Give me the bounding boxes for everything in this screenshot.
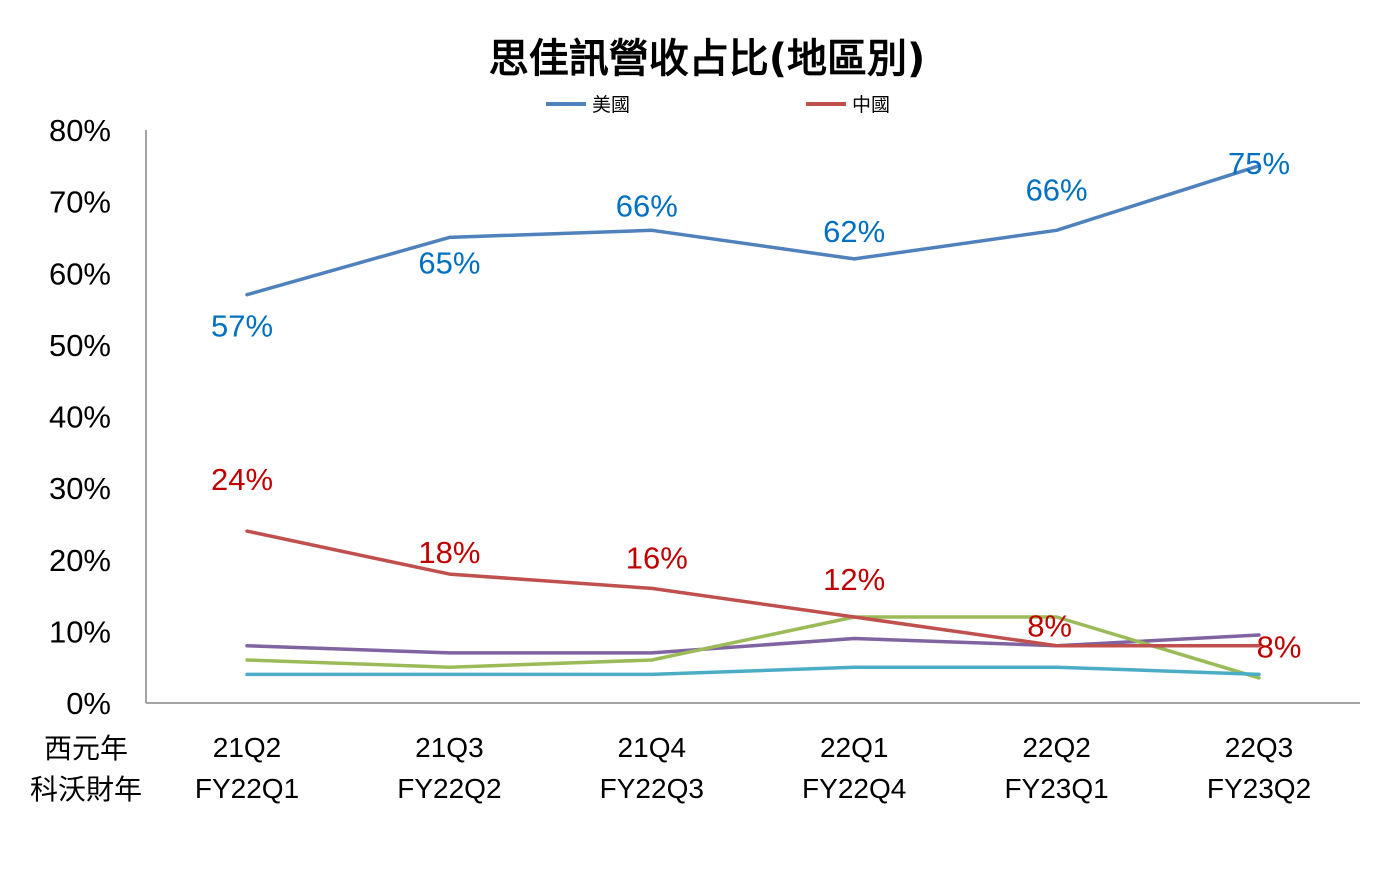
axes <box>145 130 1360 704</box>
series-line-3 <box>245 615 1261 680</box>
series-line-1 <box>245 529 1261 648</box>
x-row-label-fiscal: 科沃財年 <box>30 773 142 806</box>
x-tick-label-fiscal: FY23Q2 <box>1207 773 1311 804</box>
legend-label-us: 美國 <box>592 94 630 116</box>
x-tick-label-fiscal: FY22Q2 <box>397 773 501 804</box>
x-tick-label-fiscal: FY22Q1 <box>195 773 299 804</box>
y-tick-label: 10% <box>49 614 111 649</box>
data-label-us: 62% <box>823 214 885 249</box>
y-tick-label: 20% <box>49 543 111 578</box>
x-row-labels: 西元年 科沃財年 <box>30 732 142 806</box>
x-tick-label: 21Q3 <box>415 732 484 763</box>
data-label-china: 8% <box>1257 630 1302 665</box>
series-lines <box>245 164 1261 680</box>
data-label-us: 57% <box>211 309 273 344</box>
y-tick-label: 30% <box>49 471 111 506</box>
data-label-us: 66% <box>1026 172 1088 207</box>
legend-label-china: 中國 <box>852 94 890 116</box>
y-tick-label: 80% <box>49 113 111 148</box>
data-label-china: 18% <box>418 535 480 570</box>
y-tick-label: 40% <box>49 400 111 435</box>
x-tick-label: 21Q2 <box>213 732 282 763</box>
data-label-us: 66% <box>616 188 678 223</box>
y-tick-labels: 0% 10% 20% 30% 40% 50% 60% 70% 80% <box>49 113 111 721</box>
x-tick-label-fiscal: FY23Q1 <box>1004 773 1108 804</box>
data-labels: 57% 65% 66% 62% 66% 75% 24% 18% 16% 12% 8% 8% <box>211 146 1301 665</box>
series-line-2 <box>245 633 1261 655</box>
data-label-china: 8% <box>1027 609 1072 644</box>
x-tick-labels: 21Q2 FY22Q1 21Q3 FY22Q2 21Q4 FY22Q3 22Q1 FY22Q4… <box>195 732 1311 804</box>
data-label-china: 16% <box>626 540 688 575</box>
y-tick-label: 60% <box>49 256 111 291</box>
x-tick-label: 22Q1 <box>820 732 889 763</box>
x-tick-label: 22Q2 <box>1022 732 1091 763</box>
data-label-us: 65% <box>418 245 480 280</box>
y-tick-label: 70% <box>49 185 111 220</box>
data-label-china: 12% <box>823 562 885 597</box>
legend-item-us: 美國 <box>546 94 630 116</box>
x-tick-label: 22Q3 <box>1225 732 1294 763</box>
y-tick-label: 0% <box>66 686 111 721</box>
x-tick-label-fiscal: FY22Q3 <box>600 773 704 804</box>
y-tick-label: 50% <box>49 328 111 363</box>
x-row-label-calendar: 西元年 <box>44 732 128 765</box>
data-label-china: 24% <box>211 462 273 497</box>
data-label-us: 75% <box>1228 146 1290 181</box>
chart-title: 思佳訊營收占比(地區別) <box>489 36 926 82</box>
series-line-4 <box>245 665 1261 677</box>
legend: 美國 中國 <box>546 94 890 116</box>
legend-item-china: 中國 <box>806 94 890 116</box>
series-line-0 <box>245 164 1261 297</box>
x-tick-label: 21Q4 <box>618 732 687 763</box>
x-tick-label-fiscal: FY22Q4 <box>802 773 906 804</box>
